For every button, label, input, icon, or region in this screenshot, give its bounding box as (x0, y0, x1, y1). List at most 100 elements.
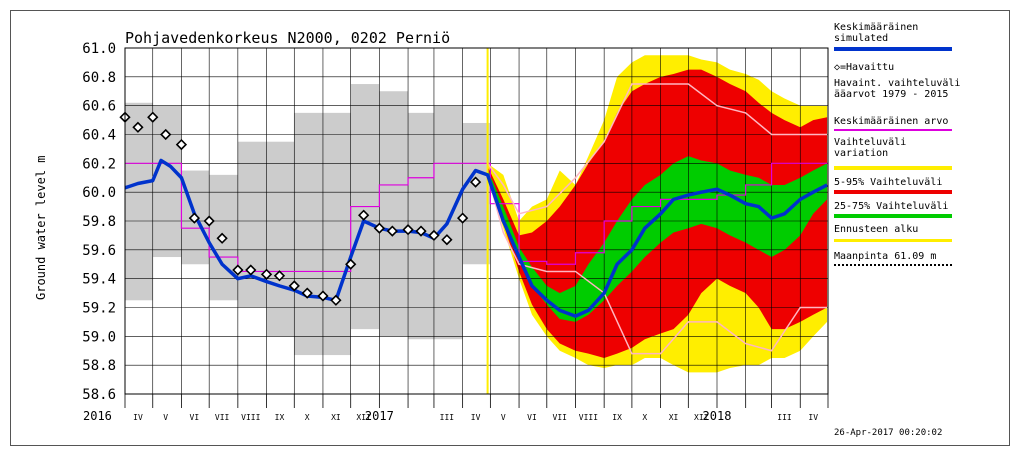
y-tick-label: 59.6 (82, 243, 116, 259)
year-label: 2016 (83, 409, 112, 423)
observed-point (273, 270, 286, 282)
legend-entry: ◇=Havaittu (834, 62, 895, 73)
observed-point (373, 222, 386, 234)
month-label: XII (694, 413, 709, 422)
observed-point (317, 290, 329, 302)
month-label: VI (527, 413, 537, 422)
observed-point (216, 232, 228, 244)
legend-entry: Ennusteen alku (834, 224, 919, 235)
legend-swatch (834, 166, 952, 170)
month-label: IX (275, 413, 285, 422)
observed-point (469, 176, 482, 188)
y-tick-label: 60.2 (82, 156, 116, 172)
y-tick-label: 60.6 (82, 99, 116, 115)
month-label: IV (471, 413, 481, 422)
month-label: IV (133, 413, 143, 422)
observed-point (132, 121, 144, 133)
month-label: V (501, 413, 506, 422)
observed-point (345, 258, 357, 270)
observed-range-bar (294, 112, 323, 356)
timestamp: 26-Apr-2017 00:20:02 (834, 428, 943, 438)
month-label: XI (669, 413, 679, 422)
y-tick-label: 59.8 (82, 214, 116, 230)
axes: 61.0 60.8 60.6 60.4 60.2 60.0 59.8 59.6 59.4 59.2… (82, 41, 829, 423)
month-label: VIII (241, 413, 260, 422)
legend-swatch (834, 190, 952, 194)
month-label: V (163, 413, 168, 422)
legend-entry: Keskimääräinen arvo (834, 116, 949, 127)
observed-point (301, 287, 313, 299)
year-label: 2018 (703, 409, 732, 423)
month-label: X (305, 413, 310, 422)
year-label: 2017 (365, 409, 394, 423)
month-label: VI (190, 413, 200, 422)
y-tick-label: 58.6 (82, 387, 116, 403)
legend-entry: 5-95% Vaihteluväli (834, 177, 943, 188)
observed-range-bar (462, 122, 491, 265)
observed-point (232, 264, 244, 276)
observed-point (402, 224, 414, 236)
y-tick-label: 59.2 (82, 301, 116, 317)
chart-title: Pohjavedenkorkeus N2000, 0202 Perniö (125, 29, 450, 47)
simulated-line (124, 158, 828, 318)
observed-point (330, 294, 342, 306)
month-label: III (777, 413, 792, 422)
legend-swatch (834, 47, 952, 51)
month-label: IX (612, 413, 622, 422)
month-label: III (440, 413, 455, 422)
legend-entry: Vaihteluväli variation (834, 137, 907, 159)
y-tick-label: 58.8 (82, 358, 116, 374)
observed-point (188, 212, 201, 224)
observed-range-bar (152, 105, 182, 258)
month-label: VIII (579, 413, 598, 422)
y-tick-label: 59.4 (82, 272, 116, 288)
simulated-series (124, 158, 828, 318)
observed-point (260, 268, 273, 280)
chart-frame (10, 10, 1010, 446)
legend-entry: Maanpinta 61.09 m (834, 251, 937, 262)
observed-range-bar (125, 102, 153, 301)
month-label: VII (553, 413, 568, 422)
y-tick-label: 60.4 (82, 128, 116, 144)
p25-75-area (487, 156, 828, 322)
observed-point (456, 212, 469, 224)
observed-point (175, 138, 188, 151)
observed-range-bar (379, 91, 409, 337)
observed-point (441, 234, 453, 246)
observed-point (386, 225, 398, 237)
legend-entry: 25-75% Vaihteluväli (834, 201, 949, 212)
p25-75-band (487, 156, 828, 322)
y-tick-label: 60.0 (82, 185, 116, 201)
observed-range-bar (237, 141, 267, 308)
observed-point (160, 128, 172, 141)
y-tick-label: 59.0 (82, 329, 116, 345)
observed-point (147, 111, 159, 123)
month-label: XII (356, 413, 371, 422)
legend-swatch (834, 264, 952, 268)
legend-swatch (834, 214, 952, 218)
y-tick-label: 61.0 (82, 41, 116, 57)
legend-entry: Havaint. vaihteluväli ääarvot 1979 - 201… (834, 78, 961, 100)
month-label: VII (215, 413, 230, 422)
legend-swatch (834, 239, 952, 242)
forecast-max-line (486, 83, 828, 215)
month-label: XI (331, 413, 341, 422)
observed-point (358, 209, 370, 221)
observed-range-bar (266, 141, 295, 337)
legend-entry: Keskimääräinen simulated (834, 22, 919, 44)
observed-point (203, 215, 215, 227)
y-tick-label: 60.8 (82, 70, 116, 86)
month-label: X (642, 413, 647, 422)
y-axis-label: Ground water level m (34, 156, 48, 301)
observed-points (119, 111, 482, 306)
observed-range-bars (125, 84, 491, 356)
observed-point (428, 229, 440, 242)
observed-point (288, 280, 300, 292)
legend-swatch (834, 129, 952, 131)
observed-point (245, 264, 257, 276)
observed-range-bar (322, 112, 351, 356)
plot-border (124, 47, 829, 395)
observed-point (415, 225, 427, 237)
month-label: IV (808, 413, 818, 422)
